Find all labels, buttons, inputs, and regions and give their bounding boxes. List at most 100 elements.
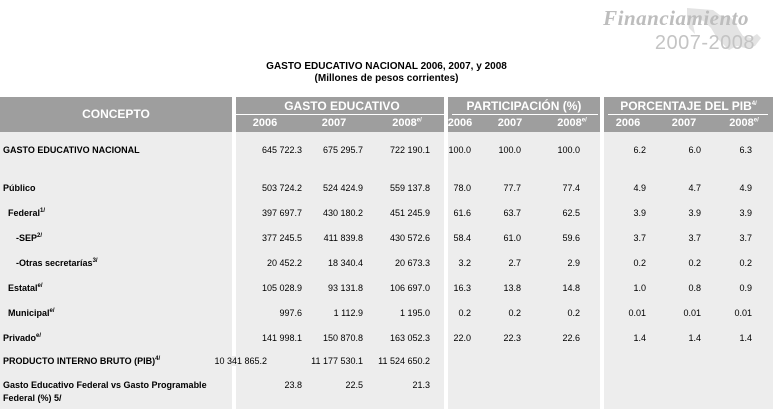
cell-value: 11 177 530.1: [311, 356, 363, 366]
header-participacion: PARTICIPACIÓN (%): [466, 99, 582, 113]
cell-value: 3.9: [739, 208, 752, 218]
cell-value: 58.4: [453, 233, 471, 243]
row-label: -Otras secretarías3/: [16, 258, 98, 268]
row-label: Federal1/: [8, 208, 46, 218]
cell-value: 0.01: [683, 308, 701, 318]
brand-line-1: Financiamiento: [603, 6, 749, 30]
cell-value: 4.7: [688, 183, 701, 193]
cell-value: 100.0: [498, 145, 521, 155]
cell-value: 997.6: [279, 308, 302, 318]
financiamiento-logo: Financiamiento 2007-2008: [563, 4, 763, 56]
header-gasto-educativo: GASTO EDUCATIVO: [284, 99, 400, 113]
cell-value: 20 673.3: [394, 258, 430, 268]
row-label: Estatale/: [8, 283, 43, 293]
cell-value: 1.4: [739, 333, 752, 343]
cell-value: 377 245.5: [261, 233, 302, 243]
cell-value: 503 724.2: [261, 183, 302, 193]
cell-value: 63.7: [503, 208, 521, 218]
cell-value: 397 697.7: [261, 208, 302, 218]
header-concepto: CONCEPTO: [82, 107, 150, 121]
header-year: 2006: [447, 117, 473, 129]
cell-value: 3.7: [633, 233, 646, 243]
cell-value: 61.0: [503, 233, 521, 243]
cell-value: 3.9: [633, 208, 646, 218]
cell-value: 22.6: [562, 333, 580, 343]
expenditure-table: CONCEPTO GASTO EDUCATIVO 2006 2007 2008e…: [0, 97, 773, 409]
brand-line-2: 2007-2008: [654, 32, 755, 54]
cell-value: 411 839.8: [323, 233, 363, 243]
header-year: 2007: [671, 117, 697, 129]
cell-value: 61.6: [453, 208, 471, 218]
header-year: 2007: [497, 117, 523, 129]
header-year: 2008e/: [729, 117, 759, 129]
cell-value: 77.7: [503, 183, 521, 193]
cell-value: 0.9: [739, 283, 752, 293]
cell-value: 13.8: [503, 283, 521, 293]
table-title: GASTO EDUCATIVO NACIONAL 2006, 2007, y 2…: [266, 61, 507, 72]
cell-value: 1.4: [688, 333, 701, 343]
cell-value: 6.2: [633, 145, 646, 155]
cell-value: 18 340.4: [327, 258, 363, 268]
cell-value: 21.3: [412, 380, 430, 390]
header-year: 2006: [252, 117, 278, 129]
row-label: Municipale/: [8, 308, 55, 318]
cell-value: 22.5: [345, 380, 363, 390]
cell-value: 430 180.2: [322, 208, 363, 218]
cell-value: 93 131.8: [327, 283, 363, 293]
cell-value: 62.5: [562, 208, 580, 218]
cell-value: 11 524 650.2: [378, 356, 430, 366]
row-label: -SEP2/: [16, 233, 43, 243]
row-label: Público: [3, 183, 36, 193]
cell-value: 163 052.3: [389, 333, 430, 343]
cell-value: 23.8: [284, 380, 302, 390]
cell-value: 1 195.0: [399, 308, 430, 318]
cell-value: 1.0: [633, 283, 646, 293]
cell-value: 0.2: [567, 308, 580, 318]
header-porcentaje-pib: PORCENTAJE DEL PIB4/: [620, 99, 757, 113]
header-year: 2006: [615, 117, 641, 129]
cell-value: 722 190.1: [389, 145, 430, 155]
cell-value: 4.9: [739, 183, 752, 193]
cell-value: 0.8: [688, 283, 701, 293]
cell-value: 10 341 865.2: [214, 356, 267, 366]
cell-value: 1 112.9: [333, 308, 363, 318]
cell-value: 0.2: [458, 308, 471, 318]
cell-value: 1.4: [633, 333, 646, 343]
cell-value: 675 295.7: [322, 145, 363, 155]
cell-value: 3.7: [688, 233, 701, 243]
cell-value: 100.0: [448, 145, 471, 155]
row-label: GASTO EDUCATIVO NACIONAL: [3, 145, 140, 155]
cell-value: 2.9: [567, 258, 580, 268]
cell-value: 3.7: [739, 233, 752, 243]
cell-value: 4.9: [633, 183, 646, 193]
cell-value: 0.2: [688, 258, 701, 268]
cell-value: 14.8: [562, 283, 580, 293]
table-header: CONCEPTO GASTO EDUCATIVO 2006 2007 2008e…: [0, 97, 773, 409]
cell-value: 0.01: [628, 308, 646, 318]
header-year: 2007: [321, 117, 347, 129]
cell-value: 100.0: [557, 145, 580, 155]
cell-value: 106 697.0: [389, 283, 430, 293]
cell-value: 6.3: [739, 145, 752, 155]
table-subtitle: (Millones de pesos corrientes): [314, 73, 459, 84]
header-year: 2008e/: [557, 117, 587, 129]
cell-value: 3.9: [688, 208, 701, 218]
cell-value: 559 137.8: [389, 183, 430, 193]
cell-value: 2.7: [508, 258, 521, 268]
cell-value: 3.2: [458, 258, 471, 268]
cell-value: 22.0: [453, 333, 471, 343]
cell-value: 524 424.9: [322, 183, 363, 193]
cell-value: 59.6: [562, 233, 580, 243]
cell-value: 105 028.9: [261, 283, 302, 293]
cell-value: 430 572.6: [389, 233, 430, 243]
cell-value: 141 998.1: [261, 333, 302, 343]
cell-value: 0.2: [508, 308, 521, 318]
cell-value: 645 722.3: [261, 145, 302, 155]
cell-value: 0.2: [633, 258, 646, 268]
cell-value: 150 870.8: [322, 333, 363, 343]
cell-value: 451 245.9: [389, 208, 430, 218]
header-year: 2008e/: [392, 117, 422, 129]
row-label: Privadoe/: [3, 333, 42, 343]
mexico-map-icon: [687, 8, 761, 50]
row-label: PRODUCTO INTERNO BRUTO (PIB)4/: [3, 356, 161, 366]
